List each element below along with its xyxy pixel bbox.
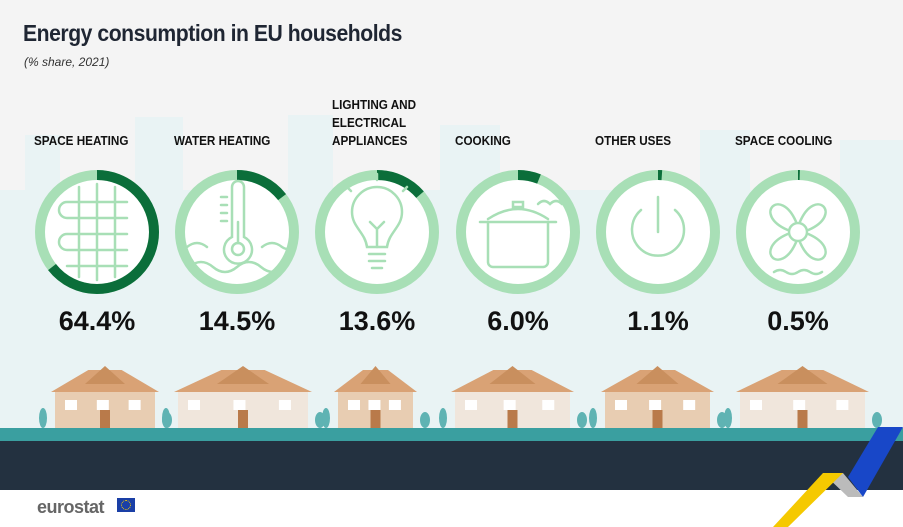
category-label-text: OTHER USES — [595, 133, 672, 148]
house — [439, 366, 587, 428]
eu-flag-icon — [117, 498, 135, 512]
donut-4 — [456, 170, 580, 294]
value-label: 64.4% — [58, 306, 136, 336]
donut-1 — [35, 170, 159, 294]
lightbulb-icon — [345, 172, 409, 270]
donut-share-arc — [596, 170, 720, 294]
category-label-text: SPACE HEATING — [34, 133, 129, 148]
value-label: 6.0% — [487, 306, 549, 336]
value-label: 1.1% — [627, 306, 689, 336]
houses-illustration — [39, 366, 882, 428]
donut-charts — [35, 170, 860, 294]
house — [589, 366, 727, 428]
donut-inner — [742, 176, 854, 288]
ground-strip — [0, 428, 903, 441]
category-label: OTHER USES — [588, 90, 728, 150]
eurostat-logo: eurostat — [37, 497, 105, 517]
house — [322, 366, 430, 428]
cooking-pot-icon — [478, 199, 564, 269]
brand-stripes — [773, 427, 903, 527]
donut-inner — [462, 176, 574, 288]
dark-band — [0, 441, 903, 490]
value-label: 13.6% — [338, 306, 416, 336]
donut-share-arc — [35, 170, 159, 294]
donut-5 — [596, 170, 720, 294]
category-label: COOKING — [448, 90, 588, 150]
category-label-text: LIGHTING AND ELECTRICAL APPLIANCES — [332, 97, 417, 148]
donut-6 — [736, 170, 860, 294]
chart-title: Energy consumption in EU households — [23, 20, 402, 46]
category-label: SPACE COOLING — [728, 90, 868, 150]
power-icon — [630, 195, 686, 257]
radiator-icon — [57, 182, 129, 282]
category-label: WATER HEATING — [167, 90, 307, 150]
category-label-text: COOKING — [455, 133, 511, 148]
donut-share-arc — [175, 170, 299, 294]
house — [724, 366, 882, 428]
value-label: 14.5% — [198, 306, 276, 336]
category-label-text: SPACE COOLING — [735, 133, 833, 148]
house — [39, 366, 172, 428]
category-label: SPACE HEATING — [27, 90, 167, 150]
donut-share-arc — [736, 170, 860, 294]
category-label: LIGHTING AND ELECTRICAL APPLIANCES — [307, 90, 447, 150]
house — [162, 366, 325, 428]
footer — [0, 490, 903, 527]
fan-icon — [769, 203, 827, 276]
thermometer-icon — [185, 179, 294, 274]
donut-share-arc — [456, 170, 580, 294]
value-label: 0.5% — [767, 306, 829, 336]
chart-subtitle: (% share, 2021) — [24, 55, 110, 69]
donut-3 — [315, 170, 439, 294]
category-label-text: WATER HEATING — [174, 133, 271, 148]
donut-2 — [175, 170, 299, 294]
